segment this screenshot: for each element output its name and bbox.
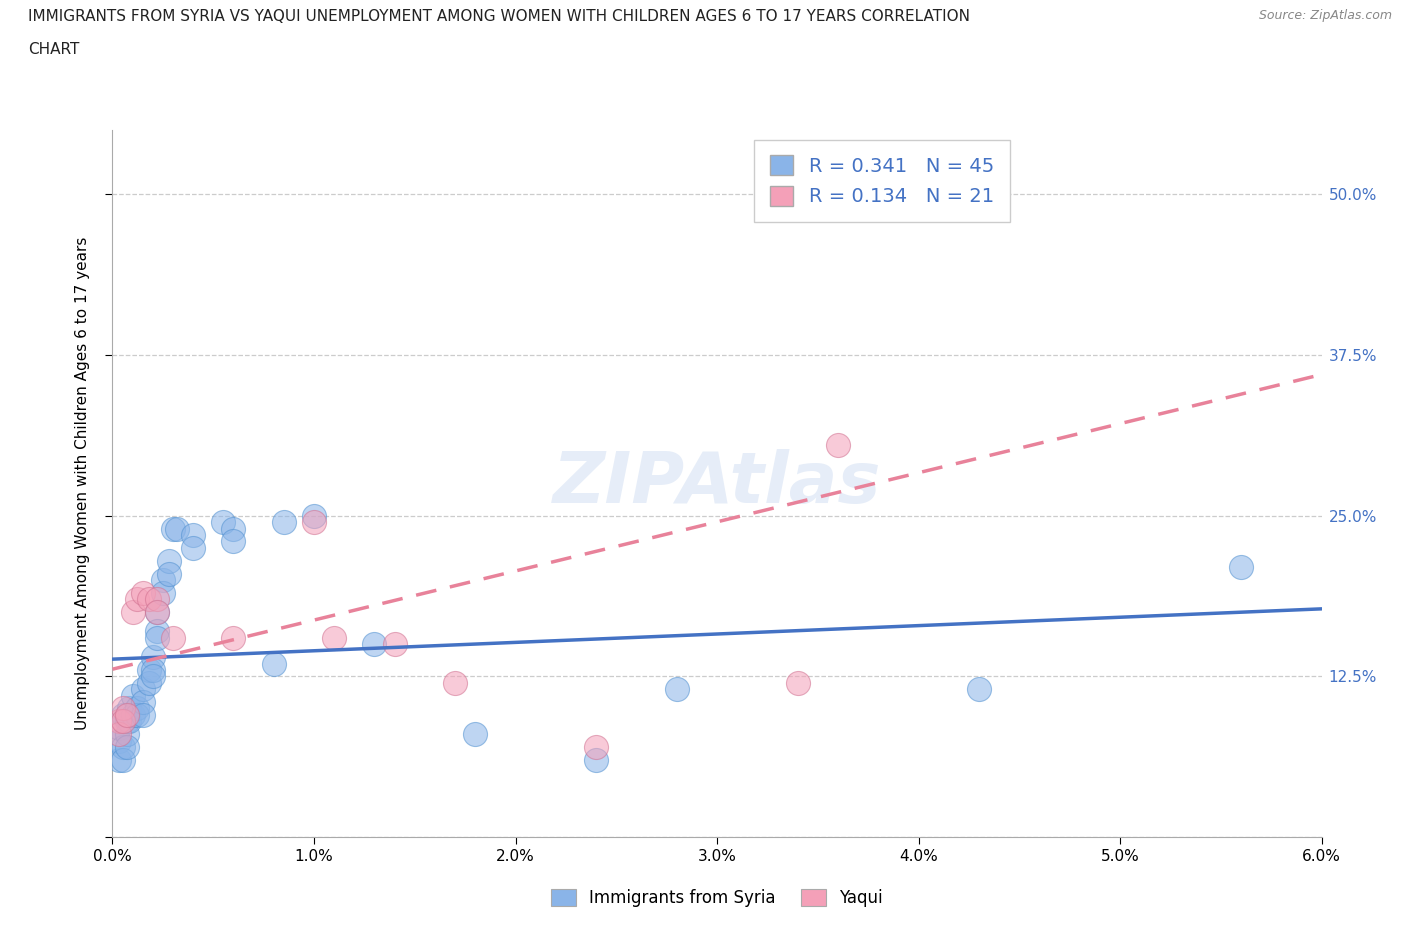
Point xyxy=(132,708,155,723)
Point xyxy=(138,662,160,677)
Point xyxy=(142,662,165,677)
Point xyxy=(157,553,180,568)
Point xyxy=(166,521,188,536)
Point xyxy=(665,682,688,697)
Point xyxy=(146,591,169,606)
Point xyxy=(111,714,134,729)
Point xyxy=(107,726,129,741)
Point xyxy=(464,726,486,741)
Point xyxy=(273,514,295,529)
Point xyxy=(222,521,245,536)
Point xyxy=(107,733,129,748)
Point xyxy=(222,631,245,645)
Point xyxy=(585,752,607,767)
Point xyxy=(115,714,138,729)
Point xyxy=(827,438,849,453)
Point xyxy=(115,708,138,723)
Point xyxy=(146,624,169,639)
Point xyxy=(1230,560,1253,575)
Point xyxy=(115,726,138,741)
Point xyxy=(323,631,346,645)
Point xyxy=(117,701,139,716)
Point xyxy=(146,604,169,619)
Point xyxy=(142,650,165,665)
Point xyxy=(302,509,325,524)
Point xyxy=(111,739,134,754)
Point xyxy=(138,675,160,690)
Point xyxy=(152,585,174,600)
Point xyxy=(162,631,184,645)
Point xyxy=(222,534,245,549)
Point xyxy=(125,591,148,606)
Point xyxy=(125,708,148,723)
Point xyxy=(111,708,134,723)
Point xyxy=(302,514,325,529)
Point xyxy=(152,573,174,588)
Point xyxy=(363,637,385,652)
Point xyxy=(142,669,165,684)
Point xyxy=(132,585,155,600)
Point xyxy=(121,604,143,619)
Point xyxy=(107,721,129,736)
Text: CHART: CHART xyxy=(28,42,80,57)
Point xyxy=(117,714,139,729)
Point xyxy=(967,682,990,697)
Text: IMMIGRANTS FROM SYRIA VS YAQUI UNEMPLOYMENT AMONG WOMEN WITH CHILDREN AGES 6 TO : IMMIGRANTS FROM SYRIA VS YAQUI UNEMPLOYM… xyxy=(28,9,970,24)
Point xyxy=(162,521,184,536)
Point xyxy=(181,540,204,555)
Point xyxy=(444,675,467,690)
Point xyxy=(125,701,148,716)
Point xyxy=(111,701,134,716)
Point xyxy=(585,739,607,754)
Point xyxy=(132,682,155,697)
Point xyxy=(138,591,160,606)
Point xyxy=(132,695,155,710)
Point xyxy=(146,631,169,645)
Point xyxy=(107,752,129,767)
Point xyxy=(786,675,808,690)
Point xyxy=(263,656,285,671)
Point xyxy=(107,714,129,729)
Point xyxy=(115,739,138,754)
Point xyxy=(807,200,830,215)
Point xyxy=(111,752,134,767)
Point xyxy=(157,566,180,581)
Point xyxy=(146,604,169,619)
Point xyxy=(384,637,406,652)
Point xyxy=(121,688,143,703)
Point xyxy=(212,514,235,529)
Point xyxy=(121,708,143,723)
Legend: Immigrants from Syria, Yaqui: Immigrants from Syria, Yaqui xyxy=(544,882,890,913)
Text: ZIPAtlas: ZIPAtlas xyxy=(553,449,882,518)
Y-axis label: Unemployment Among Women with Children Ages 6 to 17 years: Unemployment Among Women with Children A… xyxy=(75,237,90,730)
Text: Source: ZipAtlas.com: Source: ZipAtlas.com xyxy=(1258,9,1392,22)
Point xyxy=(181,527,204,542)
